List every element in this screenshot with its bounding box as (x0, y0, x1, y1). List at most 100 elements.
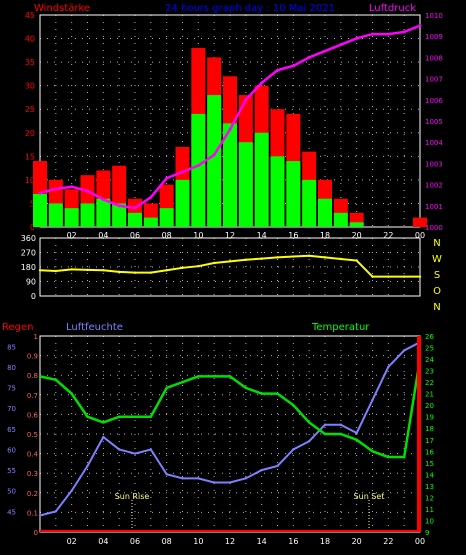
pressure-point (418, 24, 422, 28)
climate-xtick-label: 22 (383, 537, 393, 546)
temperature-point (260, 392, 263, 395)
temperature-point (244, 386, 248, 390)
wind-ytick-label: 45 (25, 11, 35, 20)
temperature-ytick-label: 9 (425, 529, 429, 537)
rain-ytick-label: 0.4 (27, 451, 39, 459)
pressure-point (402, 30, 406, 34)
humidity-ytick-label: 65 (7, 426, 16, 434)
pressure-ytick-label: 1007 (425, 76, 443, 84)
humidity-ytick-label: 85 (7, 343, 16, 351)
humidity-point (387, 365, 390, 369)
pressure-ytick-label: 1006 (425, 97, 443, 105)
dir-label-n-bottom: N (433, 302, 440, 313)
wind-avg-bar (128, 212, 142, 227)
rain-ytick-label: 0.3 (27, 470, 38, 478)
rain-ytick-label: 0.1 (27, 509, 38, 517)
temperature-point (387, 455, 390, 459)
pressure-label: Luftdruck (369, 3, 416, 14)
temperature-point (402, 455, 406, 459)
humidity-ytick-label: 45 (7, 508, 16, 516)
climate-xtick-label: 00 (415, 537, 425, 546)
pressure-ytick-label: 1010 (425, 12, 443, 20)
chart-marks: 0510152025303540451000100110021003100410… (7, 11, 443, 546)
rain-ytick-label: 1 (34, 333, 38, 341)
temperature-ytick-label: 17 (425, 437, 434, 445)
direction-point (149, 271, 153, 274)
dir-label-w: W (432, 254, 442, 265)
direction-point (38, 269, 42, 272)
climate-xtick-label: 06 (130, 537, 140, 546)
wind-xtick-label: 12 (225, 231, 235, 240)
direction-point (165, 269, 168, 272)
humidity-point (307, 440, 311, 443)
temperature-ytick-label: 15 (425, 460, 434, 468)
direction-point (86, 268, 89, 272)
pressure-point (228, 127, 232, 131)
wind-avg-bar (96, 198, 111, 227)
humidity-point (339, 423, 343, 426)
pressure-point (307, 55, 311, 59)
temperature-point (102, 421, 105, 424)
climate-xtick-label: 02 (67, 537, 77, 546)
wind-avg-bar (112, 203, 127, 227)
humidity-point (102, 435, 105, 439)
temperature-point (149, 415, 153, 418)
direction-ytick-label: 360 (21, 234, 36, 243)
climate-xtick-label: 10 (193, 537, 203, 546)
pressure-point (323, 49, 327, 53)
wind-avg-bar (333, 212, 348, 227)
temperature-point (133, 415, 137, 418)
wind-avg-bar (238, 142, 253, 227)
temperature-ytick-label: 23 (425, 368, 434, 376)
direction-point (402, 275, 406, 278)
wind-gust-bar (413, 217, 427, 227)
temperature-point (212, 375, 216, 378)
humidity-point (402, 349, 406, 352)
temperature-ytick-label: 26 (425, 333, 434, 341)
temperature-point (339, 432, 343, 436)
pressure-point (212, 153, 216, 157)
wind-xtick-label: 22 (383, 231, 393, 240)
wind-ytick-label: 5 (30, 199, 35, 208)
direction-point (387, 275, 390, 278)
climate-xtick-label: 16 (288, 537, 298, 546)
rain-ytick-label: 0.7 (27, 392, 38, 400)
temperature-point (70, 392, 73, 395)
pressure-point (133, 206, 137, 210)
humidity-label: Luftfeuchte (66, 322, 123, 333)
direction-point (339, 257, 343, 261)
pressure-ytick-label: 1002 (425, 182, 443, 190)
direction-ytick-label: 180 (21, 263, 36, 272)
pressure-ytick-label: 1001 (425, 203, 443, 211)
wind-ytick-label: 10 (25, 176, 35, 185)
temperature-label: Temperatur (311, 322, 370, 333)
sunset-annotation: Sun Set (354, 492, 385, 501)
pressure-point (38, 191, 42, 195)
pressure-point (54, 187, 58, 191)
rain-ytick-label: 0.5 (27, 431, 38, 439)
temperature-ytick-label: 11 (425, 506, 434, 514)
wind-xtick-label: 10 (193, 231, 203, 240)
temperature-ytick-label: 18 (425, 425, 434, 433)
humidity-point (355, 431, 358, 435)
graph-date-label: 24 hours graph day : 10 Mai 2021 (165, 3, 335, 14)
direction-point (307, 254, 311, 257)
rain-ytick-label: 0.2 (27, 490, 38, 498)
pressure-ytick-label: 1000 (425, 224, 443, 232)
wind-ytick-label: 15 (25, 152, 35, 161)
pressure-point (70, 185, 74, 189)
temperature-ytick-label: 21 (425, 391, 434, 399)
humidity-point (212, 481, 216, 484)
direction-point (54, 269, 58, 273)
wind-avg-bar (207, 95, 222, 227)
pressure-point (355, 36, 359, 40)
rain-label: Regen (2, 322, 34, 333)
climate-xtick-label: 04 (98, 537, 108, 546)
temperature-point (323, 432, 327, 436)
temperature-point (355, 438, 358, 441)
wind-xtick-label: 02 (67, 231, 77, 240)
direction-point (260, 257, 263, 260)
climate-xtick-label: 18 (320, 537, 330, 546)
wind-ytick-label: 30 (25, 82, 35, 91)
